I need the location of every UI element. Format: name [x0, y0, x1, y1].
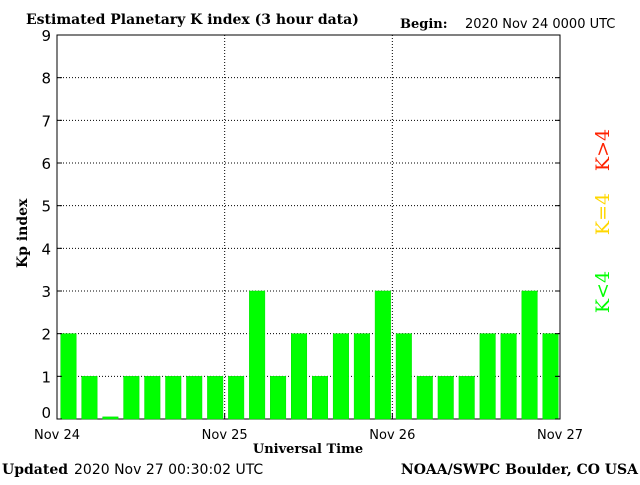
- kp-bar: [207, 376, 224, 420]
- bars: [60, 290, 559, 420]
- kp-bar: [60, 333, 77, 420]
- kp-bar: [81, 376, 98, 420]
- begin-value: 2020 Nov 24 0000 UTC: [465, 17, 615, 32]
- x-tick-label: Nov 25: [202, 428, 248, 443]
- y-tick-label: 4: [41, 240, 51, 258]
- legend-k-below-4: K<4: [592, 271, 614, 313]
- source-credit: NOAA/SWPC Boulder, CO USA: [401, 462, 639, 478]
- kp-bar: [395, 333, 412, 420]
- y-tick-label: 0: [41, 404, 51, 422]
- y-tick-label: 8: [41, 70, 51, 88]
- kp-bar: [332, 333, 349, 420]
- x-tick-label: Nov 24: [34, 428, 80, 443]
- kp-bar: [102, 416, 119, 420]
- kp-bar: [165, 376, 182, 420]
- chart-title: Estimated Planetary K index (3 hour data…: [26, 12, 359, 28]
- kp-bar: [500, 333, 517, 420]
- begin-label: Begin:: [400, 17, 448, 32]
- kp-bar: [186, 376, 203, 420]
- kp-bar: [291, 333, 308, 420]
- x-tick-label: Nov 27: [537, 428, 583, 443]
- kp-bar: [458, 376, 475, 420]
- kp-bar: [123, 376, 140, 420]
- legend-k-equal-4: K=4: [592, 193, 614, 235]
- y-tick-label: 7: [41, 112, 51, 130]
- kp-bar: [521, 290, 538, 420]
- kp-bar: [249, 290, 266, 420]
- kp-bar: [228, 376, 245, 420]
- kp-bar: [416, 376, 433, 420]
- y-tick-label: 5: [41, 198, 51, 216]
- y-tick-label: 1: [41, 368, 51, 386]
- y-tick-label: 3: [41, 283, 51, 301]
- kp-bar: [311, 376, 328, 420]
- legend-k-above-4: K>4: [592, 129, 614, 171]
- x-tick-label: Nov 26: [369, 428, 415, 443]
- kp-bar: [479, 333, 496, 420]
- y-axis-ticks: 0 1 2 3 4 5 6 7 8 9: [41, 27, 560, 422]
- x-axis-ticks: Nov 24 Nov 25 Nov 26 Nov 27: [34, 413, 583, 443]
- kp-bar: [353, 333, 370, 420]
- plot-area: [56, 34, 561, 420]
- grid: [57, 35, 560, 419]
- y-tick-label: 6: [41, 155, 51, 173]
- kp-bar: [270, 376, 287, 420]
- y-tick-label: 9: [41, 27, 51, 45]
- kp-bar: [374, 290, 391, 420]
- x-axis-label: Universal Time: [253, 442, 363, 457]
- updated-label: Updated: [2, 462, 68, 478]
- updated-value: 2020 Nov 27 00:30:02 UTC: [74, 462, 263, 478]
- y-tick-label: 2: [41, 326, 51, 344]
- y-axis-label: Kp index: [15, 198, 31, 268]
- kp-bar: [144, 376, 161, 420]
- kp-bar: [437, 376, 454, 420]
